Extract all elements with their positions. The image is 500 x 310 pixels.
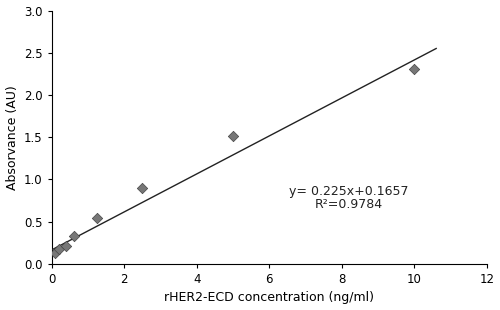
- Point: [70, 233, 78, 238]
- Text: y= 0.225x+0.1657: y= 0.225x+0.1657: [290, 185, 409, 198]
- Point: [93, 216, 101, 221]
- Point: [52, 250, 60, 255]
- Point: [62, 244, 70, 249]
- Point: [55, 246, 63, 251]
- Y-axis label: Absorvance (AU): Absorvance (AU): [6, 85, 18, 190]
- X-axis label: rHER2-ECD concentration (ng/ml): rHER2-ECD concentration (ng/ml): [164, 291, 374, 304]
- Point: [229, 133, 237, 138]
- Point: [410, 66, 418, 71]
- Point: [138, 185, 146, 190]
- Text: R²=0.9784: R²=0.9784: [315, 198, 383, 211]
